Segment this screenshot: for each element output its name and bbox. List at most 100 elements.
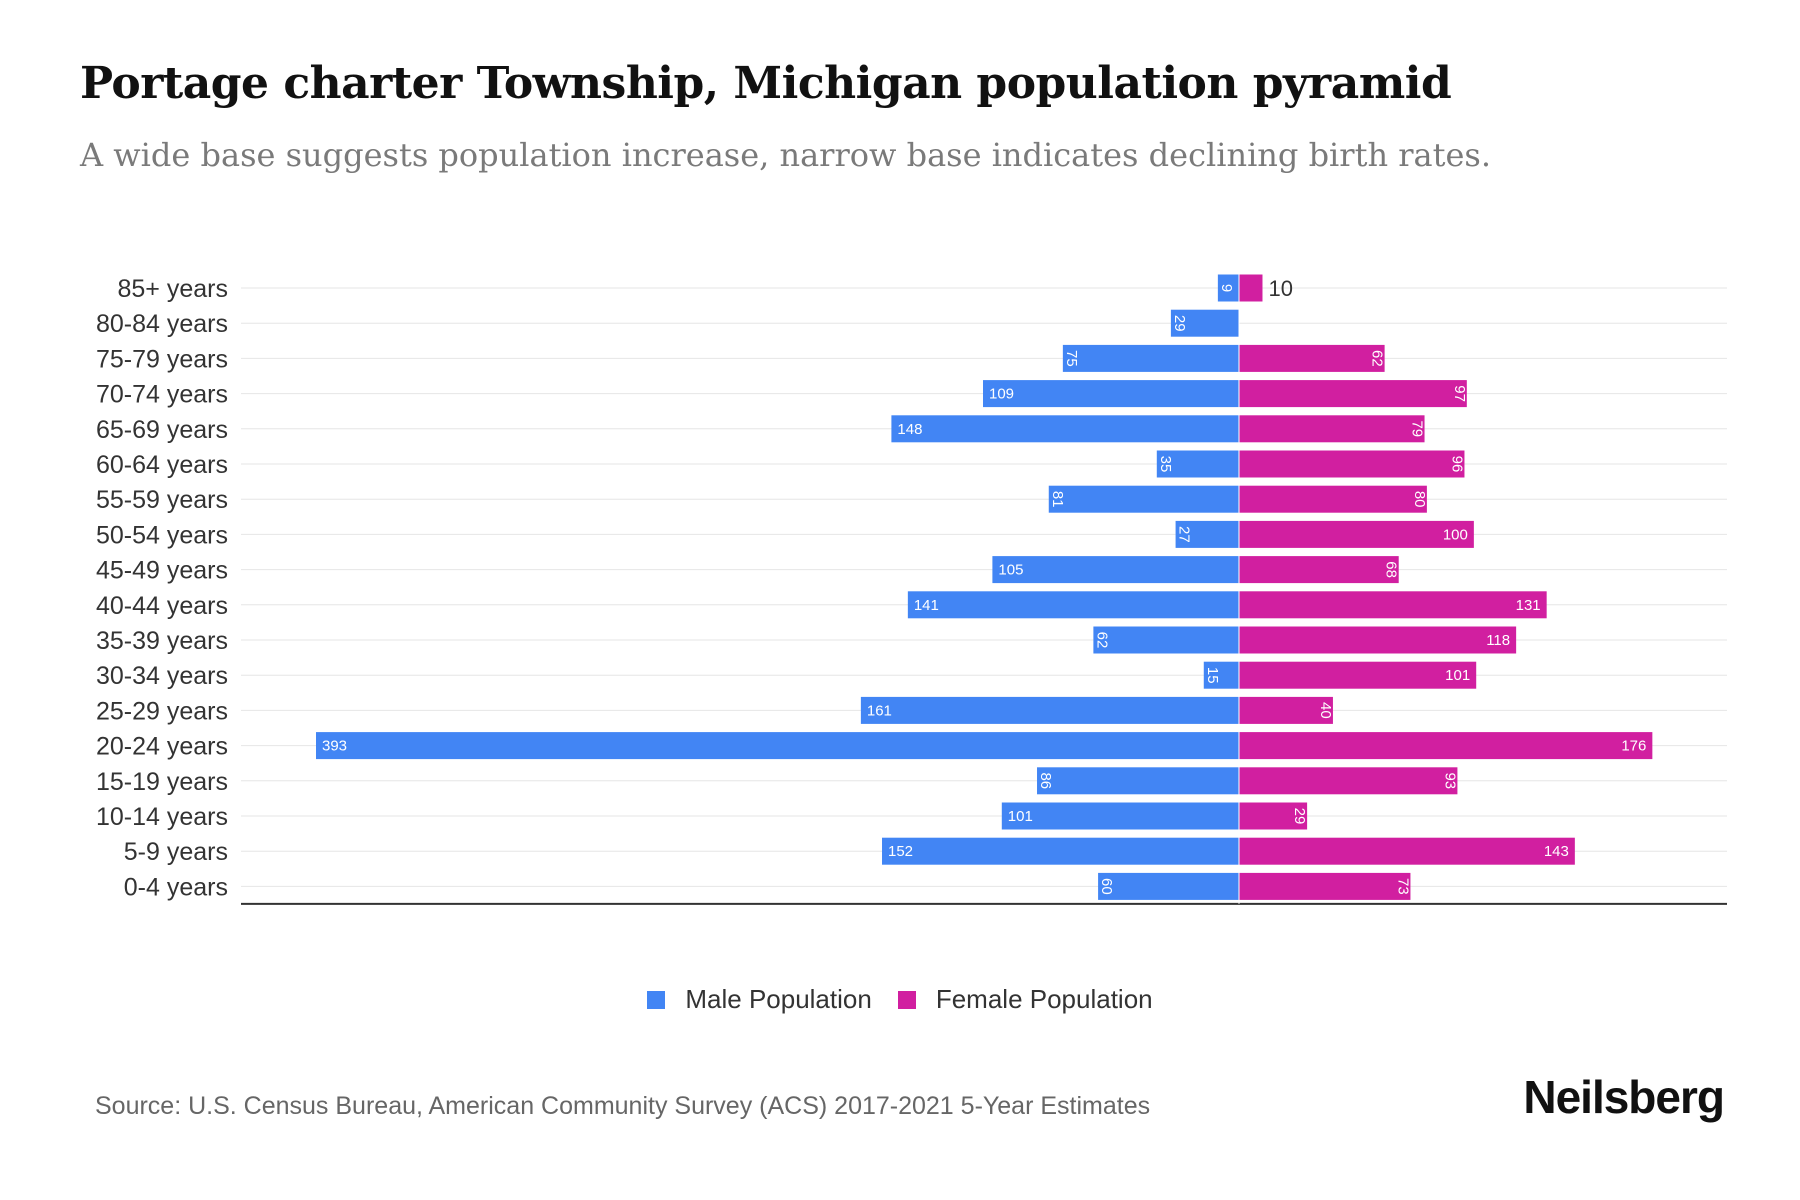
tick-label-70-74-years: 70-74 years	[96, 381, 228, 409]
male-value-label-40-44-years: 141	[914, 597, 939, 614]
male-value-label-45-49-years: 105	[998, 562, 1023, 579]
male-bar-30-34-years	[1203, 661, 1239, 689]
brand-logo: Neilsberg	[1523, 1071, 1725, 1123]
tick-label-20-24-years: 20-24 years	[96, 733, 228, 761]
tick-label-85-years: 85+ years	[118, 275, 229, 303]
male-value-label-20-24-years: 393	[322, 738, 347, 755]
female-bar-75-79-years	[1239, 344, 1385, 372]
tick-label-80-84-years: 80-84 years	[96, 310, 228, 338]
legend-label-female: Female Population	[935, 984, 1153, 1014]
male-value-label-50-54-years: 27	[1176, 526, 1193, 543]
female-value-label-55-59-years: 80	[1411, 491, 1428, 508]
female-bar-70-74-years	[1239, 380, 1467, 408]
tick-label-45-49-years: 45-49 years	[96, 557, 228, 585]
male-bar-40-44-years	[907, 591, 1239, 619]
male-bar-0-4-years	[1098, 872, 1239, 900]
male-bar-60-64-years	[1156, 450, 1239, 478]
tick-label-40-44-years: 40-44 years	[96, 592, 228, 620]
female-bar-25-29-years	[1239, 696, 1333, 724]
female-bar-0-4-years	[1239, 872, 1411, 900]
male-bar-80-84-years	[1170, 309, 1239, 337]
female-value-label-45-49-years: 68	[1383, 561, 1400, 578]
female-bar-30-34-years	[1239, 661, 1477, 689]
male-value-label-0-4-years: 60	[1098, 878, 1115, 895]
male-value-label-35-39-years: 62	[1093, 632, 1110, 649]
male-bar-45-49-years	[992, 556, 1239, 584]
tick-label-10-14-years: 10-14 years	[96, 803, 228, 831]
male-value-label-15-19-years: 86	[1037, 772, 1054, 789]
chart-title: Portage charter Township, Michigan popul…	[80, 58, 1452, 109]
female-value-label-70-74-years: 97	[1451, 385, 1468, 402]
male-bar-25-29-years	[860, 696, 1239, 724]
female-bar-10-14-years	[1239, 802, 1308, 830]
female-bar-35-39-years	[1239, 626, 1517, 654]
female-bar-15-19-years	[1239, 767, 1458, 795]
male-value-label-10-14-years: 101	[1008, 808, 1033, 825]
tick-label-60-64-years: 60-64 years	[96, 451, 228, 479]
female-bar-60-64-years	[1239, 450, 1465, 478]
female-value-label-25-29-years: 40	[1317, 702, 1334, 719]
female-value-label-35-39-years: 118	[1486, 632, 1510, 649]
female-value-label-30-34-years: 101	[1445, 667, 1470, 684]
chart-legend: Male Population Female Population	[0, 984, 1800, 1015]
tick-label-65-69-years: 65-69 years	[96, 416, 228, 444]
female-bar-85-years	[1239, 274, 1263, 302]
tick-label-75-79-years: 75-79 years	[96, 345, 228, 373]
male-bar-55-59-years	[1048, 485, 1239, 513]
female-bar-45-49-years	[1239, 556, 1399, 584]
male-value-label-30-34-years: 15	[1204, 667, 1221, 684]
female-bar-65-69-years	[1239, 415, 1425, 443]
tick-label-15-19-years: 15-19 years	[96, 768, 228, 796]
legend-item-female: Female Population	[897, 984, 1153, 1015]
legend-swatch-male	[647, 990, 666, 1009]
female-bar-55-59-years	[1239, 485, 1427, 513]
tick-label-50-54-years: 50-54 years	[96, 521, 228, 549]
tick-label-5-9-years: 5-9 years	[124, 838, 228, 866]
male-value-label-55-59-years: 81	[1049, 491, 1066, 508]
female-value-label-60-64-years: 96	[1448, 456, 1465, 473]
male-bar-50-54-years	[1175, 520, 1239, 548]
male-value-label-60-64-years: 35	[1157, 456, 1174, 473]
female-bar-40-44-years	[1239, 591, 1547, 619]
tick-label-55-59-years: 55-59 years	[96, 486, 228, 514]
female-value-label-15-19-years: 93	[1441, 772, 1458, 789]
female-bar-50-54-years	[1239, 520, 1474, 548]
male-value-label-75-79-years: 75	[1063, 350, 1080, 367]
male-bar-85-years	[1217, 274, 1239, 302]
male-value-label-5-9-years: 152	[888, 843, 913, 860]
male-value-label-85-years: 9	[1218, 284, 1235, 292]
female-value-label-10-14-years: 29	[1291, 808, 1308, 825]
source-note: Source: U.S. Census Bureau, American Com…	[95, 1092, 1151, 1120]
tick-label-30-34-years: 30-34 years	[96, 662, 228, 690]
female-bar-5-9-years	[1239, 837, 1575, 865]
male-bar-15-19-years	[1037, 767, 1239, 795]
female-value-label-85-years: 10	[1268, 276, 1292, 301]
female-value-label-65-69-years: 79	[1409, 420, 1426, 437]
female-value-label-75-79-years: 62	[1369, 350, 1386, 367]
tick-label-25-29-years: 25-29 years	[96, 697, 228, 725]
female-value-label-50-54-years: 100	[1443, 526, 1468, 543]
male-bar-75-79-years	[1062, 344, 1239, 372]
male-value-label-25-29-years: 161	[867, 702, 892, 719]
chart-subtitle: A wide base suggests population increase…	[80, 136, 1491, 174]
female-value-label-20-24-years: 176	[1621, 738, 1646, 755]
tick-label-0-4-years: 0-4 years	[124, 873, 228, 901]
female-value-label-40-44-years: 131	[1516, 597, 1541, 614]
female-value-label-5-9-years: 143	[1544, 843, 1569, 860]
female-value-label-0-4-years: 73	[1394, 878, 1411, 895]
male-bar-70-74-years	[983, 380, 1239, 408]
male-value-label-65-69-years: 148	[897, 421, 922, 438]
male-value-label-80-84-years: 29	[1171, 315, 1188, 332]
legend-label-male: Male Population	[685, 984, 872, 1014]
male-value-label-70-74-years: 109	[989, 386, 1014, 403]
tick-label-35-39-years: 35-39 years	[96, 627, 228, 655]
male-bar-65-69-years	[891, 415, 1239, 443]
legend-swatch-female	[897, 990, 916, 1009]
female-bar-20-24-years	[1239, 732, 1653, 760]
population-pyramid-chart: 85+ years 9 10 80-84 years 29 75-79 years 75 62…	[96, 274, 1727, 905]
legend-item-male: Male Population	[647, 984, 872, 1015]
male-bar-35-39-years	[1093, 626, 1239, 654]
male-bar-20-24-years	[316, 732, 1239, 760]
male-bar-10-14-years	[1001, 802, 1239, 830]
male-bar-5-9-years	[882, 837, 1239, 865]
